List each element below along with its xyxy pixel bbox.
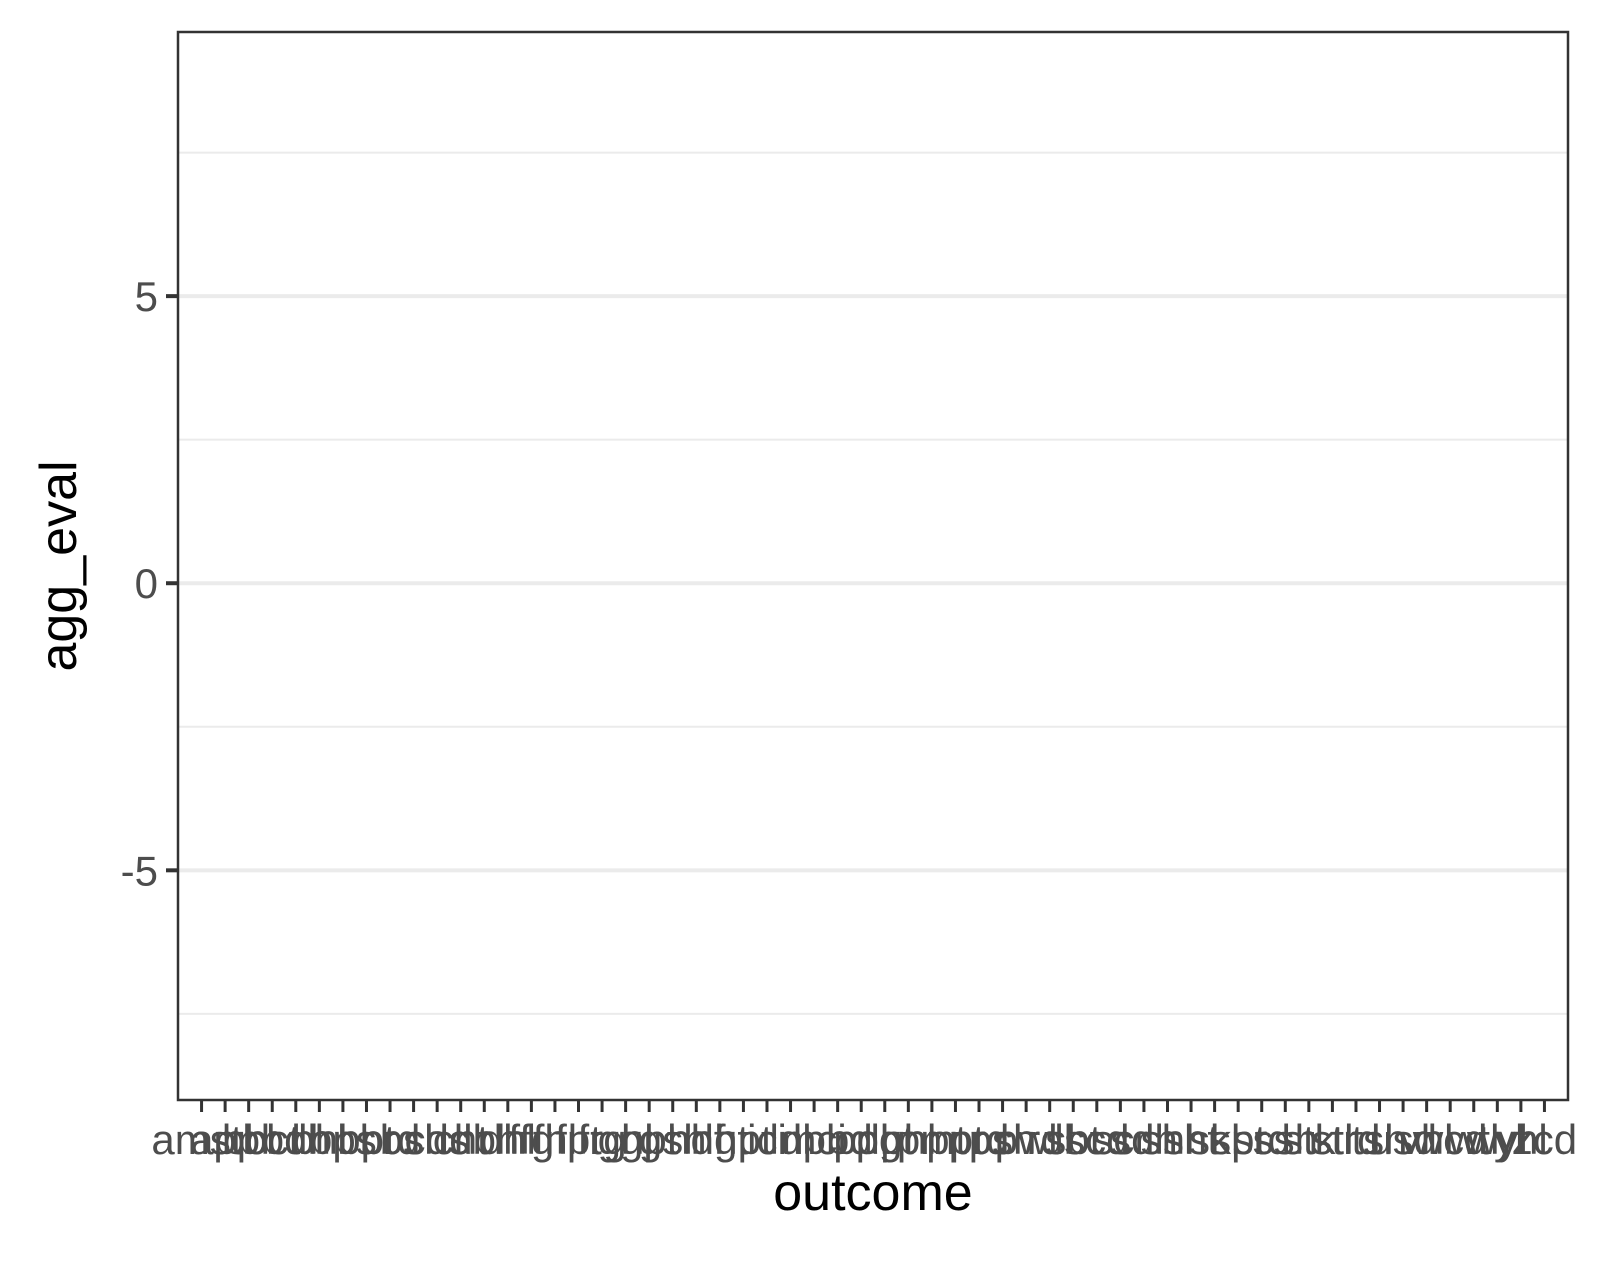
x-tick-label: tsh (1352, 1116, 1408, 1163)
x-tick-label: scr (1092, 1116, 1148, 1163)
x-tick-label: phl (880, 1116, 936, 1163)
x-tick-label: skl (1189, 1116, 1240, 1163)
x-tick-label: bpt (337, 1116, 396, 1163)
x-tick-label: vhl (1400, 1116, 1454, 1163)
x-axis: amstlappbclbctbdhbhlbpsbptbrdbshcdschtdb… (151, 1100, 1577, 1163)
x-tick-label: gsh (639, 1116, 707, 1163)
x-tick-label: bhl (291, 1116, 347, 1163)
x-tick-label: shl (1141, 1116, 1195, 1163)
x-tick-label: hgt (691, 1116, 750, 1163)
x-tick-label: srd (1233, 1116, 1291, 1163)
x-tick-label: bdh (261, 1116, 331, 1163)
x-tick-label: cds (404, 1116, 469, 1163)
x-tick-label: fpt (555, 1116, 602, 1163)
x-tick-label: ici (747, 1116, 787, 1163)
x-tick-label: amstl (151, 1116, 251, 1163)
x-tick-label: hdf (667, 1116, 726, 1163)
x-tick-label: scd (1064, 1116, 1129, 1163)
x-tick-label: mci (781, 1116, 846, 1163)
x-tick-label: ldl (770, 1116, 812, 1163)
x-tick-label: dhl (480, 1116, 536, 1163)
x-tick-label: zcd (1512, 1116, 1577, 1163)
x-tick-label: stk (1282, 1116, 1337, 1163)
minor-gridlines (178, 151, 1568, 1015)
x-tick-label: brd (360, 1116, 421, 1163)
x-tick-label: bps (309, 1116, 377, 1163)
x-tick-label: dbh (449, 1116, 519, 1163)
y-tick-label: 0 (135, 560, 158, 607)
x-tick-label: sdh (1110, 1116, 1178, 1163)
x-axis-title: outcome (773, 1164, 972, 1222)
x-tick-label: wcd (1412, 1116, 1488, 1163)
x-tick-label: frg (578, 1116, 627, 1163)
x-tick-label: wyl (1466, 1116, 1528, 1163)
x-tick-label: trd (1331, 1116, 1380, 1163)
x-tick-label: app (190, 1116, 260, 1163)
x-tick-label: ssh (1253, 1116, 1318, 1163)
x-tick-label: bsh (380, 1116, 448, 1163)
y-tick-label: -5 (121, 847, 158, 894)
x-tick-label: prd (949, 1116, 1010, 1163)
x-tick-label: usd (1369, 1116, 1437, 1163)
x-tick-label: sbt (1045, 1116, 1101, 1163)
x-tick-label: spt (1210, 1116, 1266, 1163)
x-tick-label: wtl (1447, 1116, 1499, 1163)
x-tick-label: stl (1311, 1116, 1353, 1163)
x-tick-label: gpt (620, 1116, 679, 1163)
y-tick-label: 5 (135, 273, 158, 320)
x-tick-label: pgt (856, 1116, 915, 1163)
x-tick-label: sht (1163, 1116, 1219, 1163)
x-tick-label: cht (433, 1116, 489, 1163)
x-tick-label: ppt (926, 1116, 985, 1163)
x-tick-label: psh (969, 1116, 1037, 1163)
x-tick-label: fhl (533, 1116, 577, 1163)
major-gridlines (178, 294, 1568, 873)
x-tick-label: yhl (1494, 1116, 1548, 1163)
y-axis-title: agg_eval (30, 460, 88, 671)
x-tick-label: hpt (714, 1116, 773, 1163)
x-tick-label: ghl (598, 1116, 654, 1163)
plot-panel (176, 30, 1570, 1102)
x-tick-label: rdl (1026, 1116, 1073, 1163)
x-tick-label: pmt (897, 1116, 967, 1163)
x-tick-label: ffg (508, 1116, 554, 1163)
y-axis: 5 0 -5 (121, 273, 178, 894)
x-tick-label: pbd (803, 1116, 873, 1163)
x-tick-label: pdl (833, 1116, 889, 1163)
x-tick-label: pwl (995, 1116, 1058, 1163)
x-tick-label: bcl (222, 1116, 276, 1163)
x-tick-label: bct (244, 1116, 300, 1163)
